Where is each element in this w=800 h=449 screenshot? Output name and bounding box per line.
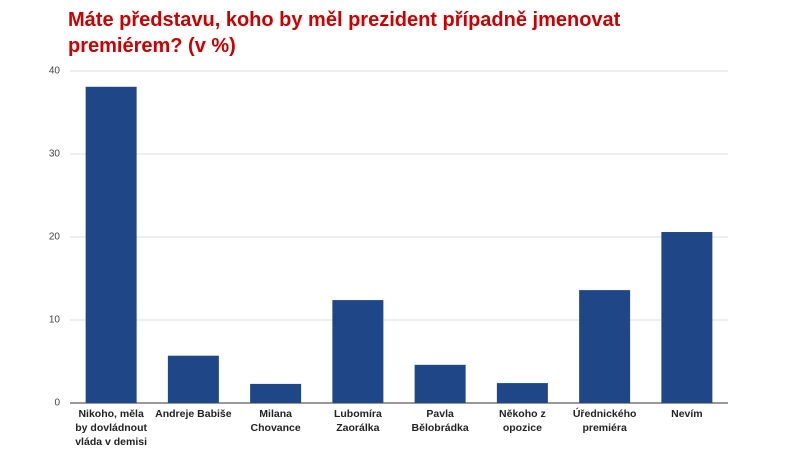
x-tick-label: Někoho z opozice (499, 408, 546, 434)
x-tick-label: Lubomíra Zaorálka (333, 408, 382, 434)
bar (414, 364, 466, 403)
x-tick-label: Úřednického premiéra (572, 408, 637, 434)
y-tick-label: 20 (49, 232, 61, 243)
bar (85, 86, 137, 404)
x-tick-label: Andreje Babiše (155, 408, 232, 420)
bar (496, 383, 548, 403)
bar (661, 232, 713, 403)
y-tick-label: 40 (49, 66, 61, 77)
x-tick-label: Milana Chovance (250, 408, 301, 434)
chart-title: Máte představu, koho by měl prezident př… (68, 9, 621, 57)
y-tick-label: 0 (54, 398, 60, 409)
bar (250, 383, 302, 403)
x-tick-label: Nevím (671, 408, 703, 420)
y-tick-label: 30 (49, 149, 61, 160)
x-tick-label: Nikoho, měla by dovládnout vláda v demis… (75, 408, 148, 448)
y-tick-label: 10 (49, 315, 61, 326)
x-tick-label: Pavla Bělobrádka (411, 408, 469, 434)
bar (579, 290, 631, 403)
bar (167, 355, 219, 403)
bar (332, 300, 384, 403)
